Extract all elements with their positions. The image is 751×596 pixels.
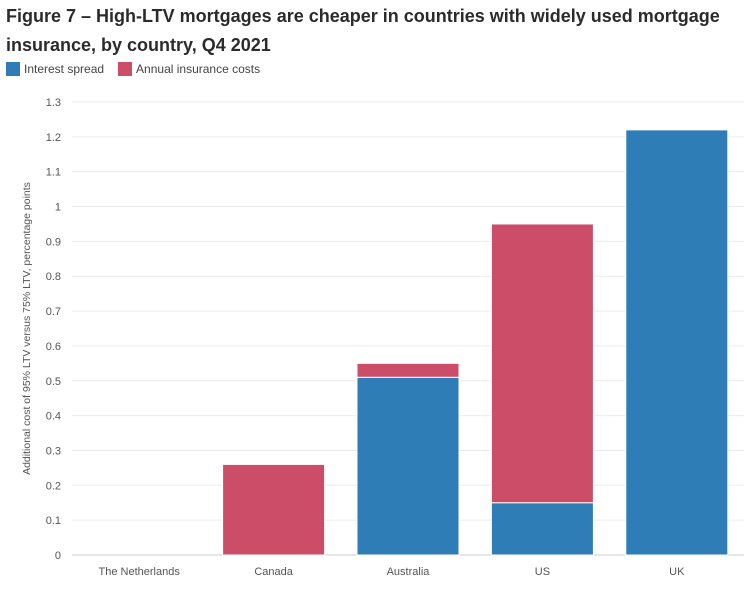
- y-tick-label: 1.3: [46, 97, 61, 109]
- bar-interest-spread: [356, 376, 460, 556]
- y-tick-label: 0.1: [46, 515, 61, 527]
- bar-annual-insurance-costs: [356, 362, 460, 378]
- x-tick-label: US: [535, 566, 550, 578]
- bar-annual-insurance-costs: [222, 463, 326, 556]
- y-tick-label: 0.3: [46, 445, 61, 457]
- legend-item-annual-insurance-costs: Annual insurance costs: [118, 62, 260, 76]
- x-tick-label: UK: [669, 566, 685, 578]
- y-tick-label: 0.9: [46, 236, 61, 248]
- y-tick-label: 0.6: [46, 341, 61, 353]
- x-tick-label: Australia: [387, 566, 431, 578]
- y-tick-label: 0.5: [46, 376, 61, 388]
- legend-label-interest-spread: Interest spread: [24, 62, 105, 76]
- x-tick-label: Canada: [254, 566, 293, 578]
- y-tick-label: 0.4: [46, 411, 61, 423]
- x-tick-label: The Netherlands: [99, 566, 181, 578]
- legend-swatch-interest-spread: [6, 62, 20, 76]
- y-tick-label: 0.2: [46, 480, 61, 492]
- legend-item-interest-spread: Interest spread: [6, 62, 104, 76]
- bar-interest-spread: [625, 129, 729, 556]
- chart-title: Figure 7 – High-LTV mortgages are cheape…: [6, 6, 720, 55]
- y-tick-label: 1: [55, 202, 61, 214]
- chart-legend: Interest spread Annual insurance costs: [6, 62, 274, 76]
- y-tick-label: 1.2: [46, 132, 61, 144]
- y-tick-label: 0.8: [46, 271, 61, 283]
- bar-annual-insurance-costs: [490, 223, 594, 504]
- bar-interest-spread: [490, 502, 594, 556]
- y-tick-label: 0: [55, 550, 61, 562]
- legend-label-annual-insurance-costs: Annual insurance costs: [136, 62, 261, 76]
- y-axis-label: Additional cost of 95% LTV versus 75% LT…: [21, 182, 33, 475]
- y-tick-label: 1.1: [46, 167, 61, 179]
- y-tick-label: 0.7: [46, 306, 61, 318]
- legend-swatch-annual-insurance-costs: [118, 62, 133, 76]
